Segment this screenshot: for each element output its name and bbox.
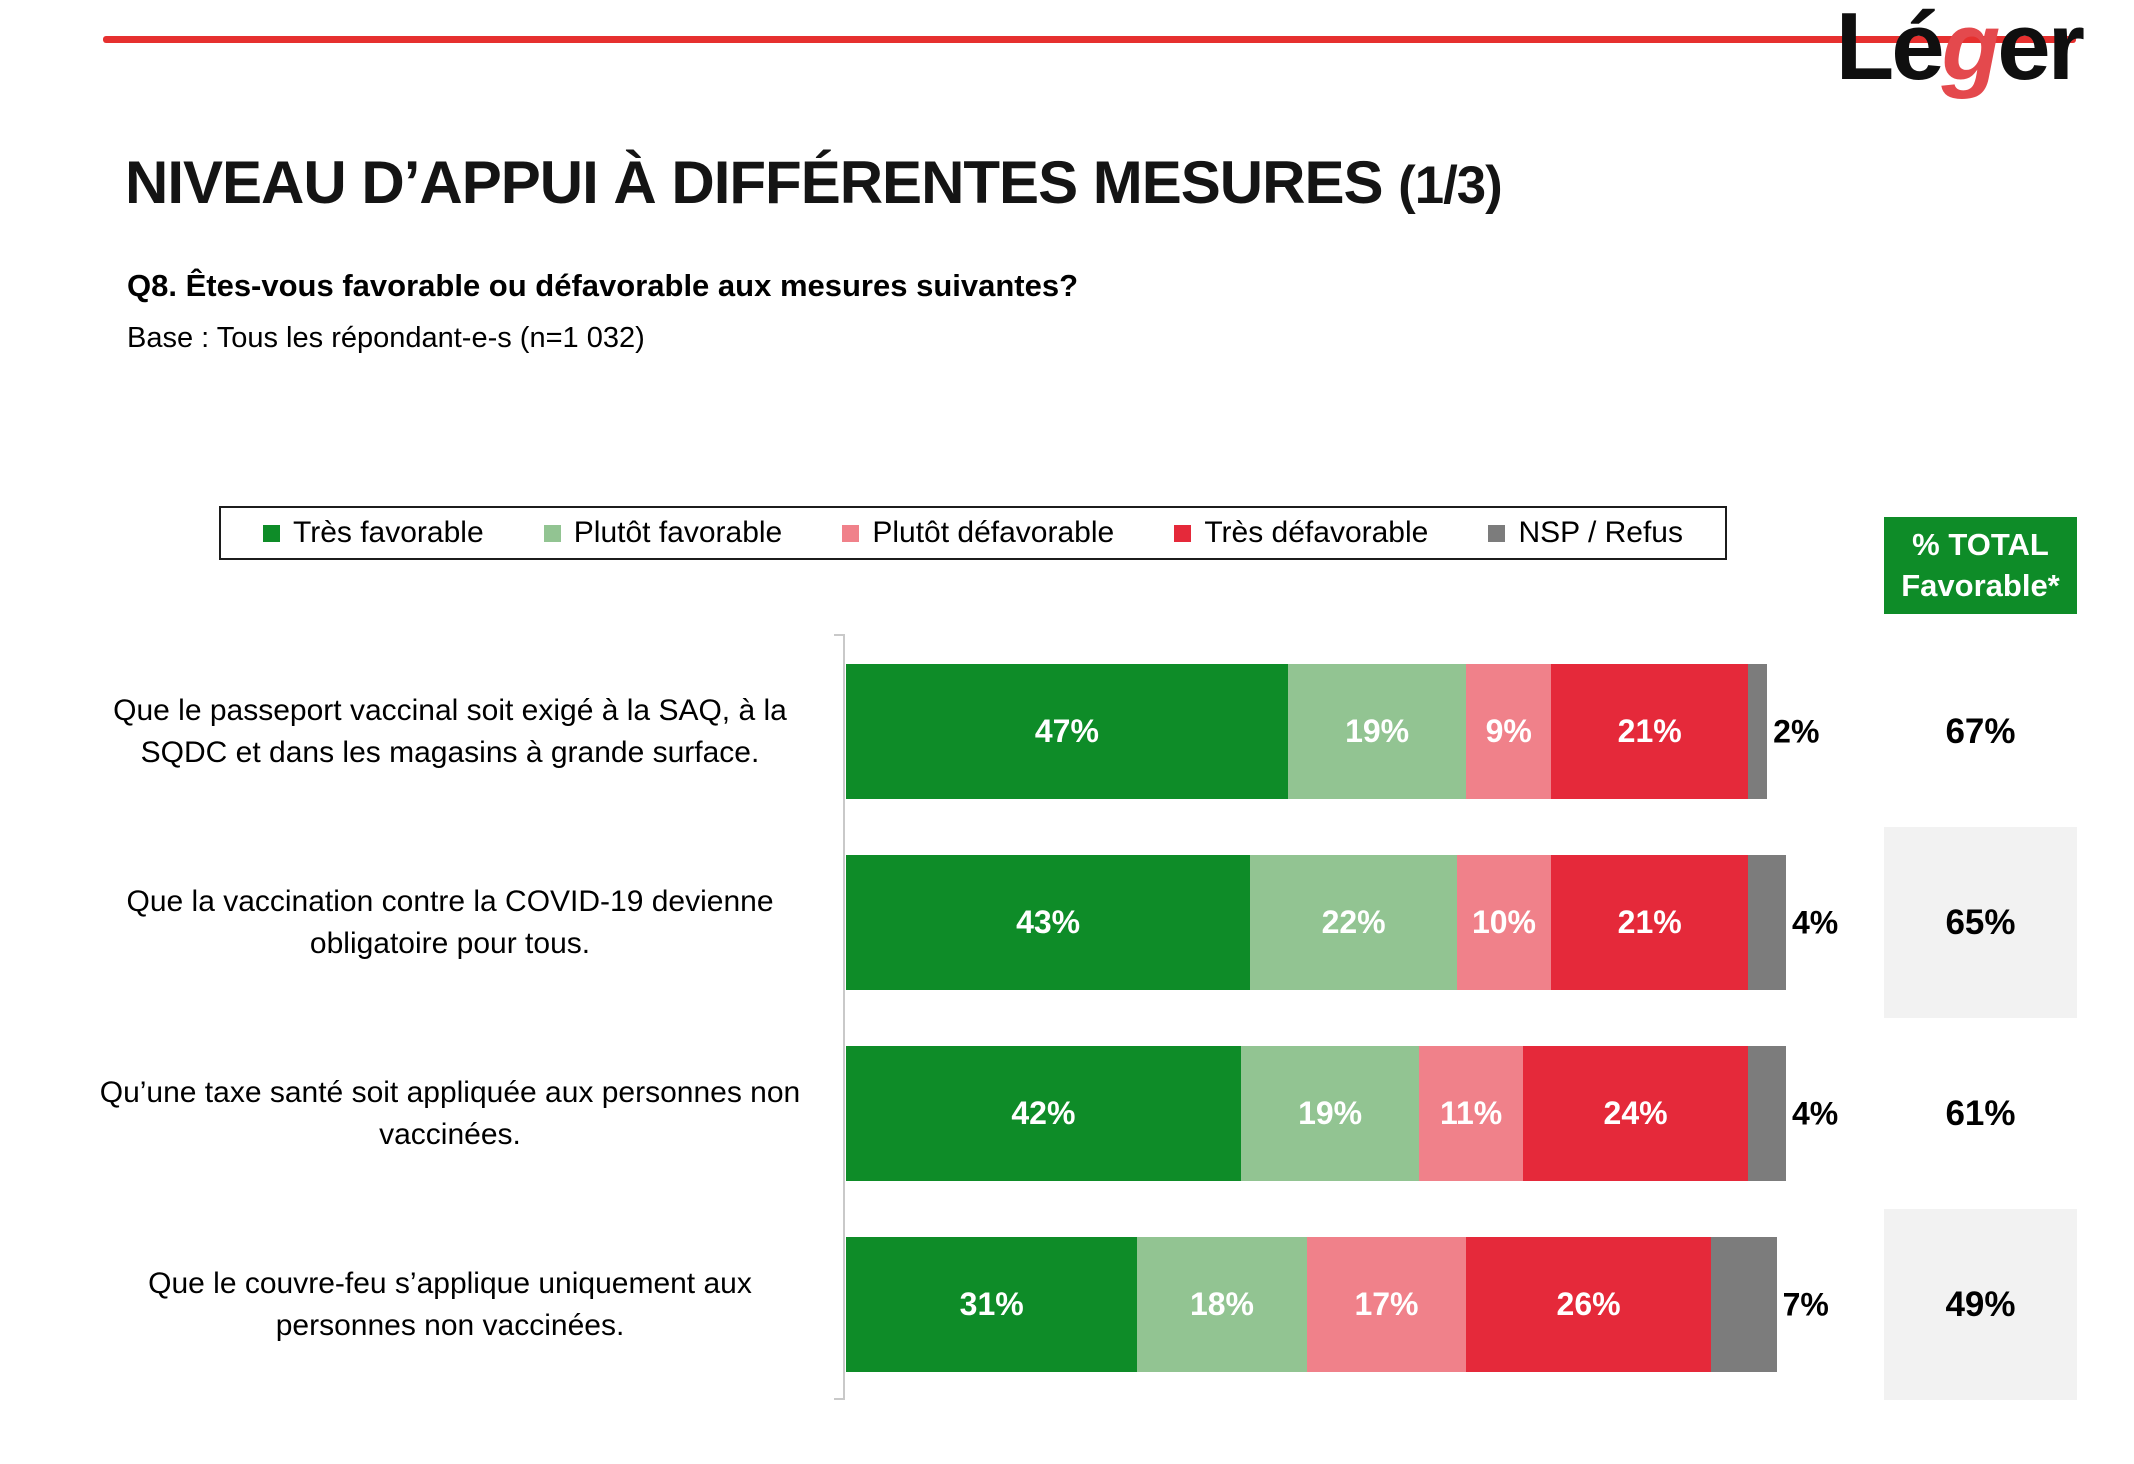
total-favorable-value: 49% <box>1884 1209 2077 1400</box>
segment-plutot-defavorable: 11% <box>1419 1046 1523 1181</box>
legend-label: Plutôt défavorable <box>872 516 1115 549</box>
segment-value: 19% <box>1298 1095 1363 1131</box>
measure-label: Que le passeport vaccinal soit exigé à l… <box>113 693 787 769</box>
stacked-bar: 43% 22% 10% 21% 4% <box>846 855 1838 990</box>
segment-plutot-favorable: 19% <box>1240 1046 1420 1181</box>
total-favorable-value: 67% <box>1945 711 2016 751</box>
chart-axis-line <box>834 634 845 1400</box>
page-title-suffix: (1/3) <box>1398 156 1503 216</box>
legend-item-nsp-refus: NSP / Refus <box>1488 516 1683 550</box>
segment-value: 21% <box>1617 713 1682 749</box>
total-favorable-header: % TOTAL Favorable* <box>1884 517 2077 614</box>
segment-value: 31% <box>959 1286 1024 1322</box>
legend-swatch-tres-favorable <box>263 524 280 542</box>
segment-tres-favorable: 42% <box>846 1046 1241 1181</box>
total-favorable-value: 65% <box>1884 827 2077 1018</box>
logo-text-left: Lé <box>1835 0 1945 100</box>
segment-nsp-refus: 2% <box>1748 664 1819 799</box>
segment-value: 9% <box>1485 713 1532 749</box>
segment-nsp-refus: 7% <box>1710 1237 1829 1372</box>
stacked-bar: 47% 19% 9% 21% 2% <box>846 664 1819 799</box>
segment-value: 26% <box>1556 1286 1621 1322</box>
page-title: NIVEAU D’APPUI À DIFFÉRENTES MESURES (1/… <box>125 148 1503 217</box>
legend-label: Très défavorable <box>1204 516 1429 549</box>
segment-tres-favorable: 47% <box>846 664 1288 799</box>
segment-plutot-favorable: 22% <box>1250 855 1457 990</box>
measure-row-taxe-sante: Qu’une taxe santé soit appliquée aux per… <box>0 1018 2134 1209</box>
segment-tres-defavorable: 24% <box>1522 1046 1749 1181</box>
segment-tres-favorable: 31% <box>846 1237 1138 1372</box>
segment-value: 43% <box>1016 904 1081 940</box>
segment-value-nsp: 4% <box>1791 1095 1839 1131</box>
measure-row-couvre-feu: Que le couvre-feu s’applique uniquement … <box>0 1209 2134 1400</box>
segment-value: 11% <box>1439 1095 1503 1131</box>
segment-plutot-favorable: 18% <box>1137 1237 1307 1372</box>
segment-tres-defavorable: 21% <box>1550 855 1749 990</box>
measure-label: Que le couvre-feu s’applique uniquement … <box>148 1266 752 1342</box>
segment-value: 19% <box>1345 713 1410 749</box>
legend-swatch-nsp-refus <box>1488 524 1506 542</box>
segment-tres-defavorable: 21% <box>1550 664 1749 799</box>
segment-value: 10% <box>1471 904 1536 940</box>
total-favorable-value: 61% <box>1945 1093 2016 1133</box>
legend-label: Très favorable <box>293 516 484 549</box>
legend-item-plutot-favorable: Plutôt favorable <box>543 516 783 550</box>
segment-plutot-defavorable: 17% <box>1306 1237 1467 1372</box>
segment-value: 22% <box>1321 904 1386 940</box>
measure-row-vaccination-obligatoire: Que la vaccination contre la COVID-19 de… <box>0 827 2134 1018</box>
measure-label: Qu’une taxe santé soit appliquée aux per… <box>99 1075 801 1151</box>
legend-swatch-plutot-favorable <box>543 524 561 542</box>
top-rule <box>103 36 2076 43</box>
segment-value-nsp: 7% <box>1782 1286 1829 1322</box>
question-text: Q8. Êtes-vous favorable ou défavorable a… <box>127 268 1079 303</box>
logo-letter-g: g <box>1941 0 2001 100</box>
segment-value: 18% <box>1189 1286 1254 1322</box>
logo-text-right: er <box>1997 0 2085 100</box>
legend-item-tres-defavorable: Très défavorable <box>1174 516 1428 550</box>
legend-swatch-tres-defavorable <box>1174 524 1192 542</box>
segment-value-nsp: 4% <box>1791 904 1839 940</box>
segment-value: 21% <box>1617 904 1682 940</box>
legend: Très favorable Plutôt favorable Plutôt d… <box>219 506 1727 560</box>
legend-swatch-plutot-defavorable <box>842 524 860 542</box>
stacked-bar: 42% 19% 11% 24% 4% <box>846 1046 1838 1181</box>
segment-value-nsp: 2% <box>1773 713 1820 749</box>
page-title-main: NIVEAU D’APPUI À DIFFÉRENTES MESURES <box>125 149 1399 217</box>
legend-item-plutot-defavorable: Plutôt défavorable <box>842 516 1114 550</box>
base-text: Base : Tous les répondant-e-s (n=1 032) <box>127 322 645 354</box>
stacked-bar: 31% 18% 17% 26% 7% <box>846 1237 1829 1372</box>
segment-value: 24% <box>1603 1095 1668 1131</box>
segment-plutot-favorable: 19% <box>1287 664 1467 799</box>
chart-rows: Que le passeport vaccinal soit exigé à l… <box>0 636 2134 1400</box>
segment-tres-defavorable: 26% <box>1466 1237 1711 1372</box>
legend-label: Plutôt favorable <box>573 516 783 549</box>
leger-logo: Léger <box>1835 0 2085 102</box>
legend-label: NSP / Refus <box>1518 516 1683 549</box>
segment-plutot-defavorable: 9% <box>1466 664 1551 799</box>
measure-row-passeport-vaccinal: Que le passeport vaccinal soit exigé à l… <box>0 636 2134 827</box>
segment-value: 47% <box>1034 713 1099 749</box>
segment-value: 42% <box>1011 1095 1076 1131</box>
segment-nsp-refus: 4% <box>1748 1046 1838 1181</box>
segment-plutot-defavorable: 10% <box>1456 855 1551 990</box>
segment-value: 17% <box>1354 1286 1419 1322</box>
segment-tres-favorable: 43% <box>846 855 1251 990</box>
legend-item-tres-favorable: Très favorable <box>263 516 484 550</box>
measure-label: Que la vaccination contre la COVID-19 de… <box>126 884 774 960</box>
segment-nsp-refus: 4% <box>1748 855 1838 990</box>
